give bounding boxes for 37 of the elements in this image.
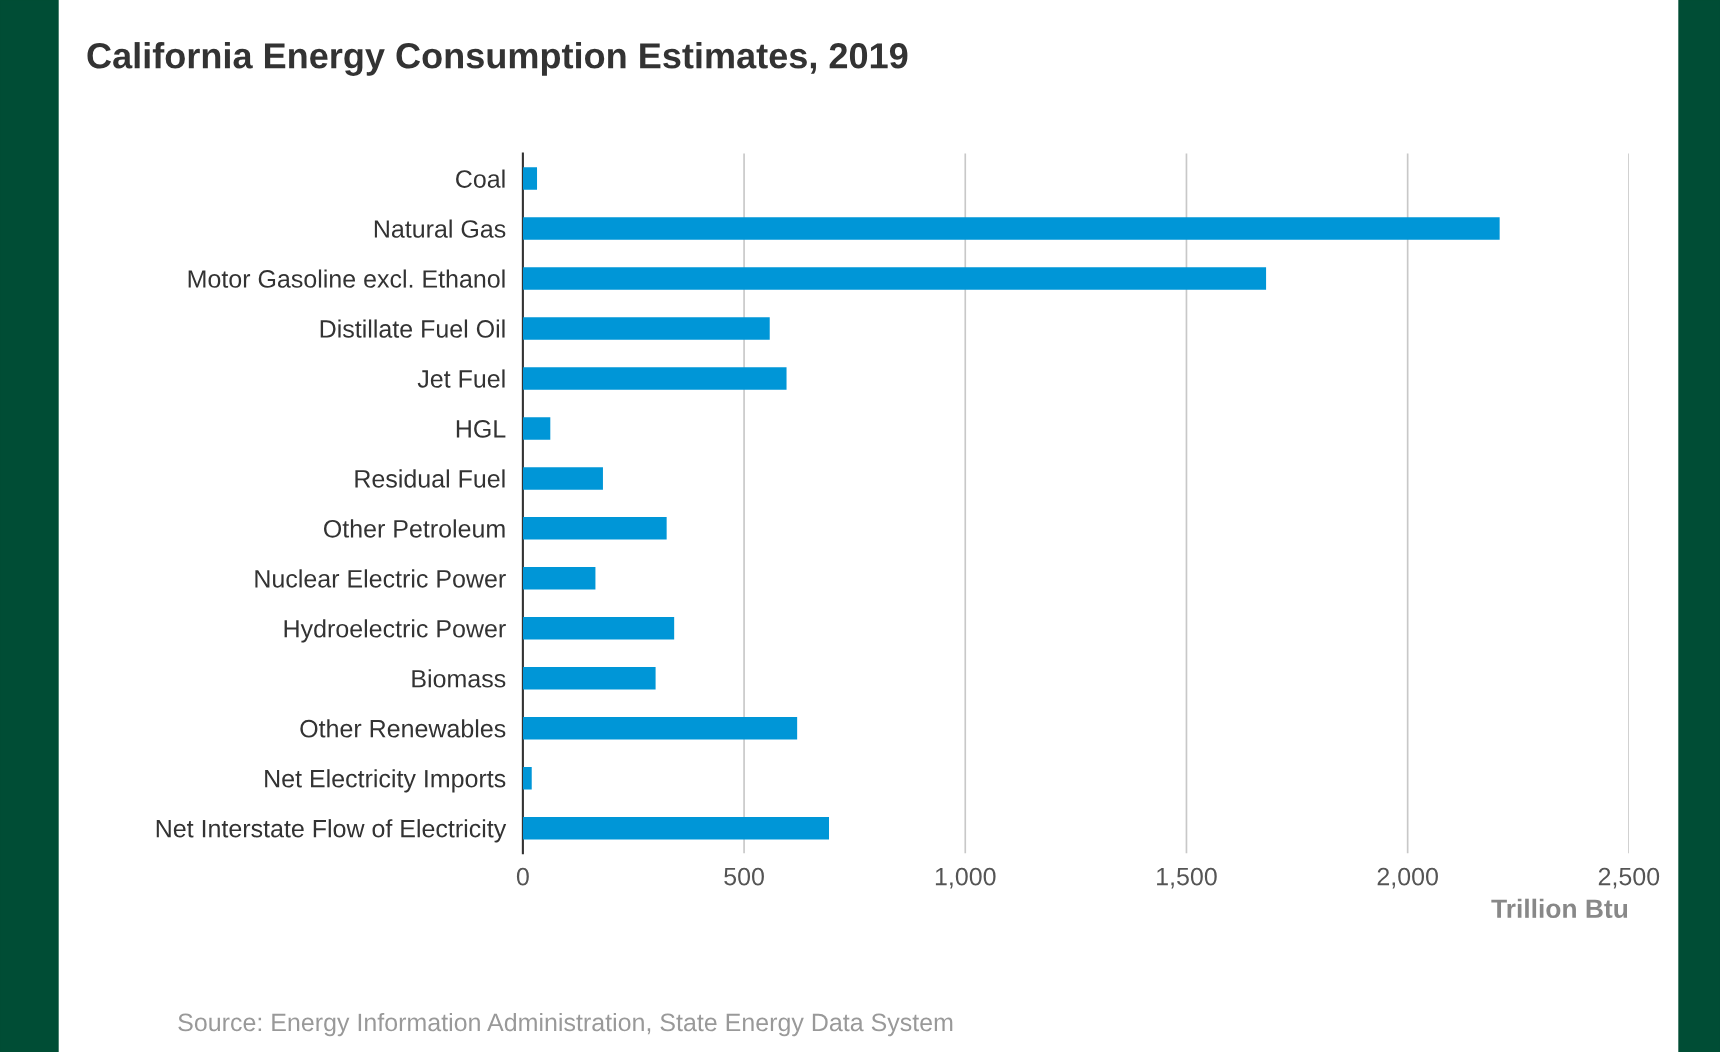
y-tick-label: Other Petroleum	[324, 519, 505, 538]
source-note: Source: Energy Information Administration, State Energy Data System	[178, 1012, 953, 1037]
bar	[522, 417, 551, 440]
y-tick-label: Residual Fuel	[355, 469, 505, 488]
bar	[522, 267, 1267, 290]
bar	[522, 317, 770, 340]
y-tick-label: Jet Fuel	[417, 369, 505, 388]
y-tick-label: Distillate Fuel Oil	[320, 319, 505, 338]
y-tick-label: Net Electricity Imports	[265, 769, 506, 793]
bar	[522, 567, 596, 590]
bar	[522, 617, 675, 640]
bar	[522, 816, 830, 840]
bar	[522, 667, 656, 690]
x-tick-label: 500	[724, 867, 764, 886]
y-tick-label: Net Interstate Flow of Electricity	[156, 819, 507, 843]
x-tick-label: 2,000	[1377, 867, 1438, 889]
bar	[522, 167, 538, 190]
y-tick-label: Other Renewables	[300, 719, 506, 738]
x-axis-title: Trillion Btu	[1491, 898, 1628, 919]
x-tick-label: 0	[516, 867, 529, 886]
x-tick-label: 2,500	[1598, 867, 1660, 889]
bar	[522, 766, 532, 790]
bar	[522, 217, 1500, 240]
bar	[522, 467, 603, 490]
bar	[522, 717, 798, 740]
y-tick-label: Coal	[456, 169, 505, 188]
y-tick-label: Nuclear Electric Power	[255, 569, 506, 588]
bar	[522, 517, 667, 540]
x-tick-label: 1,000	[935, 867, 996, 889]
y-tick-label: Motor Gasoline excl. Ethanol	[188, 269, 505, 288]
chart-title: California Energy Consumption Estimates, 2019	[87, 42, 908, 76]
x-tick-label: 1,500	[1157, 867, 1217, 889]
y-tick-label: Natural Gas	[374, 219, 506, 238]
y-tick-label: HGL	[456, 420, 506, 438]
bar	[522, 367, 787, 390]
y-tick-label: Hydroelectric Power	[284, 619, 506, 643]
y-tick-label: Biomass	[412, 669, 506, 688]
